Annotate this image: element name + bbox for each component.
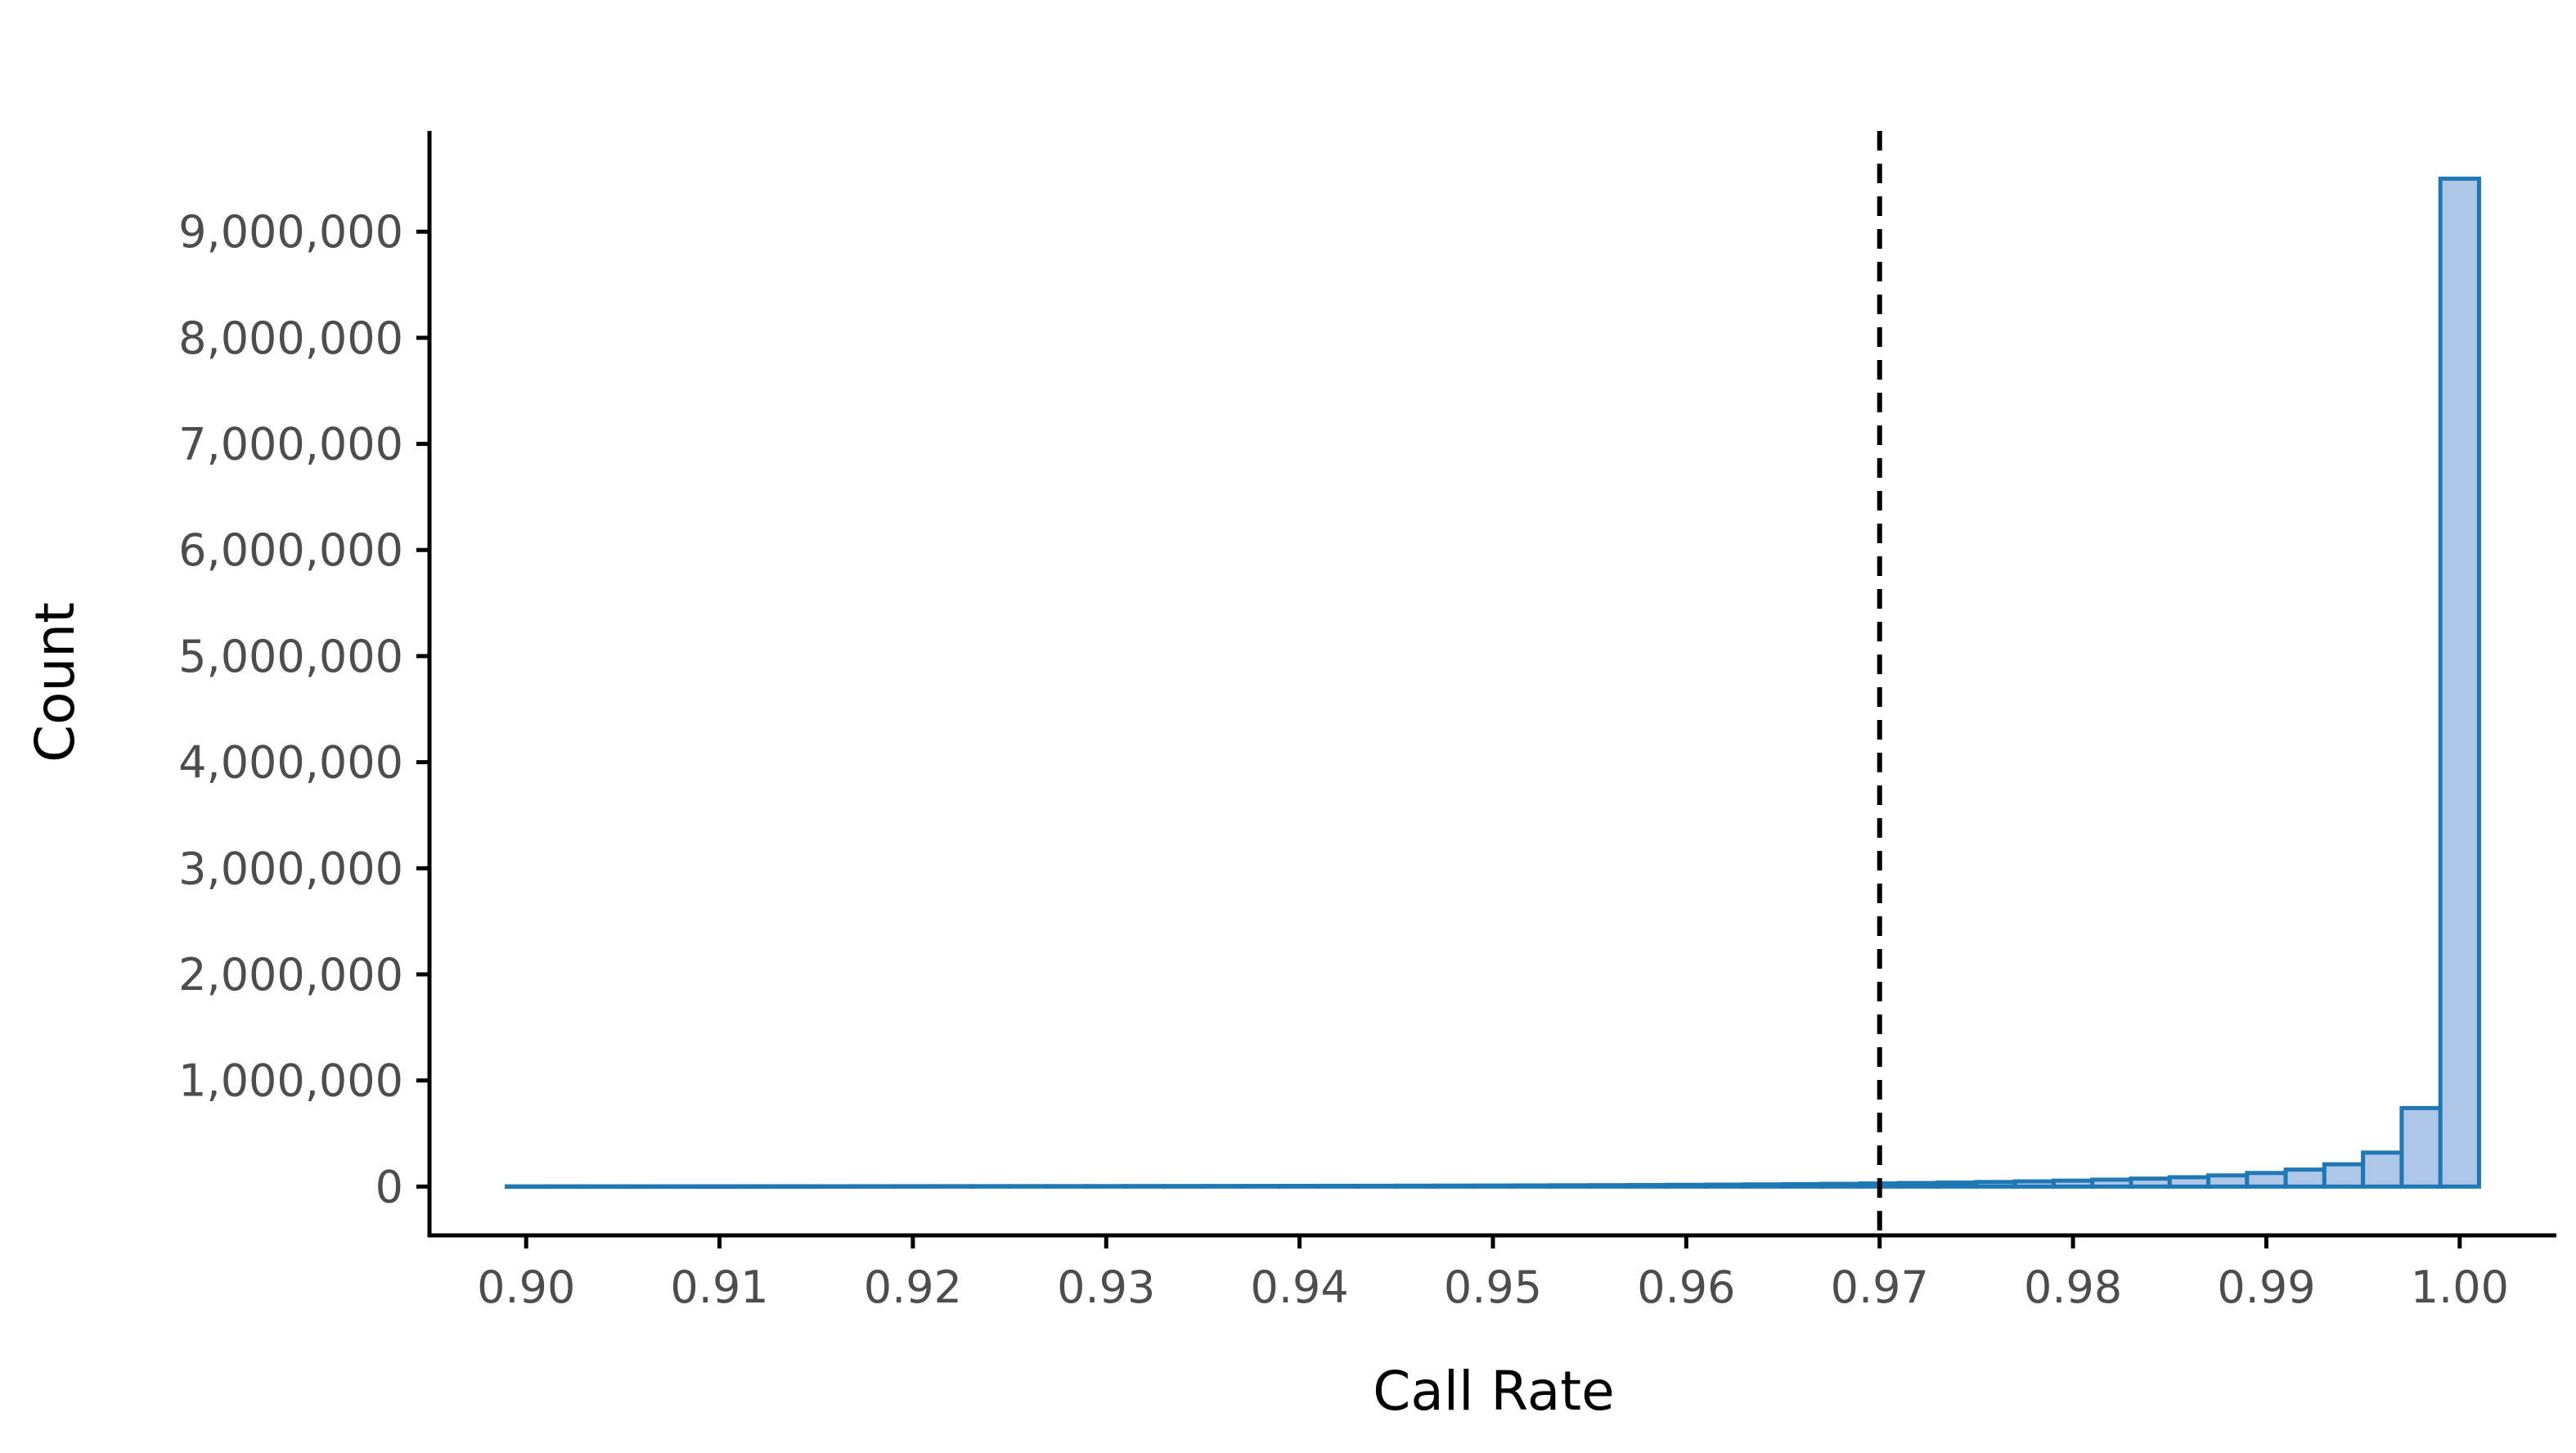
histogram-bar: [1007, 1184, 1050, 1189]
y-tick-label: 7,000,000: [178, 419, 403, 470]
x-tick-label: 0.99: [2217, 1262, 2315, 1313]
y-tick-label: 8,000,000: [178, 313, 403, 364]
x-tick-label: 1.00: [2411, 1262, 2509, 1313]
histogram-bar: [2167, 1175, 2211, 1189]
histogram-bar: [2283, 1167, 2326, 1189]
histogram-bar: [814, 1184, 857, 1189]
histogram-bar: [2245, 1171, 2288, 1189]
histogram-bar: [2051, 1178, 2095, 1189]
histogram-bar: [1045, 1184, 1090, 1189]
histogram-bar: [736, 1184, 780, 1189]
ticks-layer: 0.90 0.91 0.92 0.93 0.94 0.95 0.96 0.97 0.98 0.99…: [178, 206, 2509, 1313]
histogram-bar: [2399, 1105, 2443, 1189]
histogram-bar: [2438, 176, 2481, 1189]
histogram-bar: [505, 1184, 548, 1190]
histogram-bar: [1123, 1184, 1167, 1189]
histogram-bar: [891, 1184, 935, 1189]
x-tick-label: 0.96: [1637, 1262, 1735, 1313]
histogram-bar: [620, 1184, 664, 1190]
x-tick-label: 0.95: [1444, 1262, 1542, 1313]
histogram-bar: [1549, 1183, 1592, 1189]
histogram-bar: [2206, 1173, 2250, 1189]
axes-layer: [427, 131, 2556, 1238]
histogram-bar: [582, 1184, 625, 1190]
histogram-bar: [698, 1184, 741, 1190]
y-axis-title: Count: [24, 602, 87, 762]
histogram-bar: [2129, 1176, 2172, 1189]
histogram-bar: [1781, 1181, 1824, 1189]
histogram-bar: [2322, 1162, 2366, 1189]
histogram-bar: [1625, 1182, 1670, 1189]
x-tick-label: 0.97: [1831, 1262, 1929, 1313]
y-tick-label: 1,000,000: [178, 1055, 403, 1107]
histogram-bar: [1432, 1183, 1476, 1189]
histogram-bar: [2012, 1179, 2056, 1189]
histogram-bar: [2361, 1150, 2404, 1189]
histogram-bar: [1974, 1180, 2017, 1189]
histogram-bar: [1587, 1183, 1630, 1189]
histogram-bar: [1471, 1183, 1515, 1189]
histogram-bar: [543, 1184, 587, 1190]
y-tick-label: 3,000,000: [178, 843, 403, 894]
histogram-bar: [1239, 1184, 1283, 1189]
histogram-bar: [775, 1184, 819, 1189]
x-tick-label: 0.90: [477, 1262, 575, 1313]
histogram-bar: [852, 1184, 896, 1189]
y-tick-label: 2,000,000: [178, 949, 403, 1001]
histogram-bar: [2090, 1177, 2133, 1189]
y-tick-label: 5,000,000: [178, 631, 403, 682]
histogram-bar: [1703, 1182, 1747, 1189]
histogram-bar: [1316, 1183, 1360, 1189]
y-tick-label: 9,000,000: [178, 206, 403, 258]
x-tick-label: 0.93: [1057, 1262, 1155, 1313]
histogram-bar: [1162, 1184, 1205, 1189]
histogram-bar: [1394, 1183, 1437, 1189]
x-axis-title: Call Rate: [1373, 1360, 1615, 1423]
histogram-bar: [1510, 1183, 1553, 1189]
histogram-bar: [1085, 1184, 1128, 1189]
histogram-bar: [1355, 1183, 1399, 1189]
histogram-bar: [1742, 1182, 1786, 1189]
histogram-bar: [969, 1184, 1012, 1189]
x-tick-label: 0.98: [2024, 1262, 2122, 1313]
histogram-bar: [930, 1184, 973, 1189]
x-tick-label: 0.92: [864, 1262, 962, 1313]
y-tick-label: 4,000,000: [178, 737, 403, 789]
histogram-bar: [1896, 1181, 1940, 1189]
histogram-bar: [659, 1184, 703, 1190]
x-tick-label: 0.94: [1251, 1262, 1349, 1313]
histogram-bar: [1935, 1180, 1979, 1189]
histogram-bar: [1200, 1184, 1244, 1189]
y-tick-label: 0: [375, 1161, 403, 1212]
histogram-bar: [1278, 1184, 1321, 1189]
x-tick-label: 0.91: [670, 1262, 768, 1313]
histogram-bar: [1819, 1181, 1863, 1189]
y-tick-label: 6,000,000: [178, 524, 403, 576]
bars-layer: [505, 176, 2481, 1190]
histogram-bar: [1665, 1182, 1708, 1189]
